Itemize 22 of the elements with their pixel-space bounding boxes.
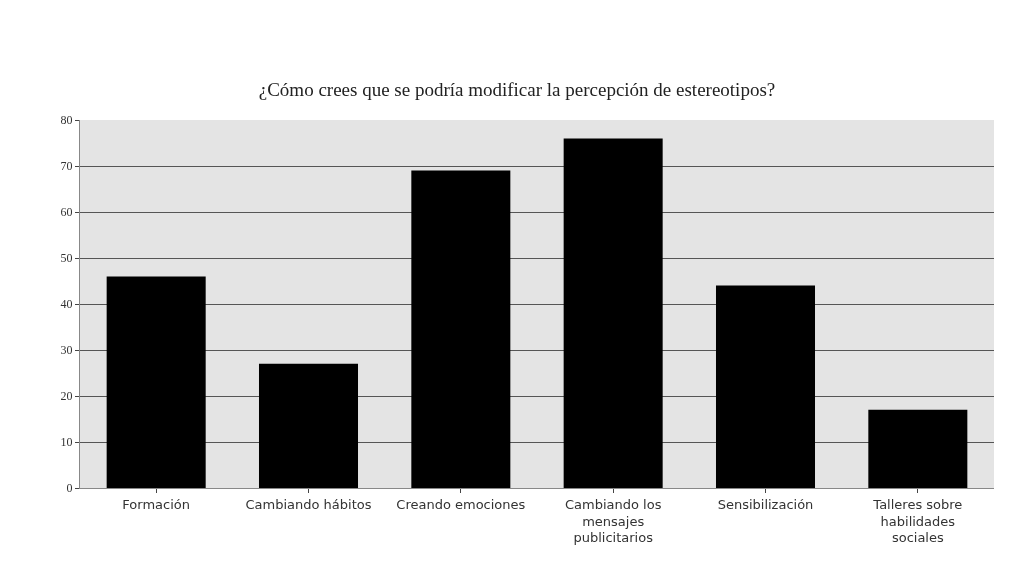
x-tick-label: Creando emociones bbox=[396, 496, 526, 512]
y-tick-label: 40 bbox=[60, 297, 73, 312]
x-tick-label: Formación bbox=[122, 496, 191, 512]
y-tick-label: 60 bbox=[60, 205, 73, 220]
bar bbox=[715, 285, 816, 488]
bar bbox=[258, 363, 359, 488]
bar bbox=[868, 409, 968, 488]
bar bbox=[106, 276, 206, 488]
y-tick-label: 70 bbox=[60, 159, 73, 174]
y-tick-label: 80 bbox=[60, 113, 73, 128]
y-tick-label: 10 bbox=[60, 435, 73, 450]
x-tick-label: Sensibilización bbox=[717, 496, 814, 512]
bar bbox=[563, 138, 663, 488]
x-tick-label: Cambiando hábitos bbox=[245, 496, 372, 512]
y-tick-label: 20 bbox=[60, 389, 73, 404]
bar bbox=[411, 170, 511, 488]
y-tick-label: 0 bbox=[66, 481, 73, 496]
x-tick-label: Talleres sobre habilidades sociales bbox=[872, 496, 963, 546]
y-tick-label: 50 bbox=[60, 251, 73, 266]
y-tick-label: 30 bbox=[60, 343, 73, 358]
chart-title: ¿Cómo crees que se podría modificar la percepción de estereotipos? bbox=[258, 78, 776, 100]
x-tick-label: Cambiando los mensajes publicitarios bbox=[564, 496, 662, 546]
